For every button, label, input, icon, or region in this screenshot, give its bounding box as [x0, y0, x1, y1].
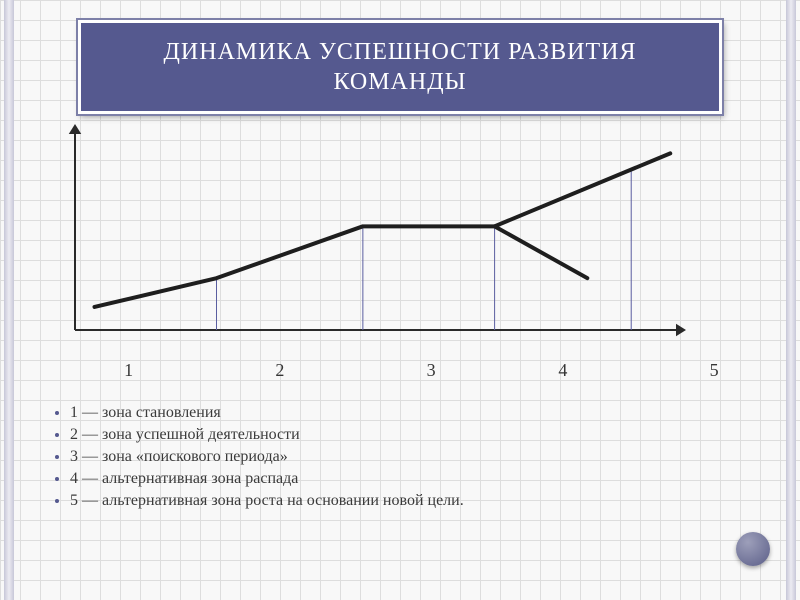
legend-item: 3 — зона «поискового периода»: [70, 448, 720, 466]
legend: 1 — зона становления 2 — зона успешной де…: [52, 400, 720, 514]
x-tick-label: 3: [427, 360, 436, 381]
legend-list: 1 — зона становления 2 — зона успешной де…: [52, 404, 720, 510]
slide: ДИНАМИКА УСПЕШНОСТИ РАЗВИТИЯ КОМАНДЫ 1 2 3…: [0, 0, 800, 600]
legend-item: 4 — альтернативная зона распада: [70, 470, 720, 488]
legend-item: 2 — зона успешной деятельности: [70, 426, 720, 444]
next-slide-button[interactable]: [736, 532, 770, 566]
chart: [40, 120, 690, 350]
x-tick-label: 5: [710, 360, 719, 381]
legend-item: 5 — альтернативная зона роста на основан…: [70, 492, 720, 510]
title-box: ДИНАМИКА УСПЕШНОСТИ РАЗВИТИЯ КОМАНДЫ: [78, 20, 722, 114]
slide-title: ДИНАМИКА УСПЕШНОСТИ РАЗВИТИЯ КОМАНДЫ: [99, 37, 701, 97]
x-tick-label: 4: [558, 360, 567, 381]
x-tick-label: 1: [124, 360, 133, 381]
x-axis-labels: 12345: [40, 360, 690, 384]
chart-svg: [40, 120, 690, 350]
legend-item: 1 — зона становления: [70, 404, 720, 422]
x-tick-label: 2: [275, 360, 284, 381]
